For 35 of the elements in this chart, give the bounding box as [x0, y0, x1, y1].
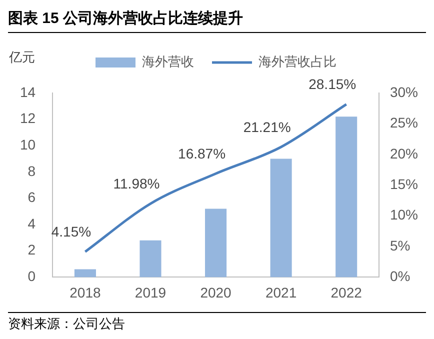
- y2-tick-label: 0%: [390, 268, 410, 284]
- legend-label: 海外营收占比: [258, 54, 336, 70]
- y-tick-label: 10: [20, 136, 36, 152]
- y2-tick-label: 5%: [390, 237, 410, 254]
- y-tick-label: 14: [20, 84, 36, 100]
- x-tick-label: 2021: [265, 284, 297, 300]
- data-label: 16.87%: [178, 145, 226, 162]
- x-tick-label: 2022: [330, 284, 362, 300]
- data-label: 21.21%: [243, 118, 291, 135]
- y2-tick-label: 20%: [390, 145, 418, 162]
- y-tick-label: 12: [20, 110, 36, 126]
- y-tick-label: 6: [28, 189, 36, 206]
- y2-tick-label: 25%: [390, 114, 418, 131]
- bar: [270, 158, 292, 278]
- y-tick-label: 0: [28, 268, 36, 284]
- x-tick-label: 2018: [70, 284, 101, 300]
- y-tick-label: 4: [28, 215, 36, 232]
- data-label: 28.15%: [308, 76, 356, 92]
- y-axis-title: 亿元: [8, 50, 35, 65]
- y2-tick-label: 10%: [390, 206, 418, 223]
- text: 资料来源：公司公告: [8, 316, 125, 331]
- x-tick-label: 2020: [200, 284, 232, 300]
- legend-label: 海外营收: [142, 54, 194, 70]
- y-tick-label: 8: [28, 162, 36, 179]
- data-label: 11.98%: [113, 176, 160, 192]
- bar: [205, 208, 227, 278]
- y-tick-label: 2: [28, 242, 36, 258]
- data-label: 4.15%: [51, 224, 92, 240]
- x-tick-label: 2019: [134, 284, 166, 300]
- bar: [140, 240, 162, 278]
- bar: [74, 269, 96, 278]
- bar: [336, 116, 358, 278]
- chart-title: 图表 15 公司海外营收占比连续提升: [8, 6, 426, 33]
- y2-tick-label: 15%: [390, 176, 418, 192]
- y2-tick-label: 30%: [390, 84, 418, 100]
